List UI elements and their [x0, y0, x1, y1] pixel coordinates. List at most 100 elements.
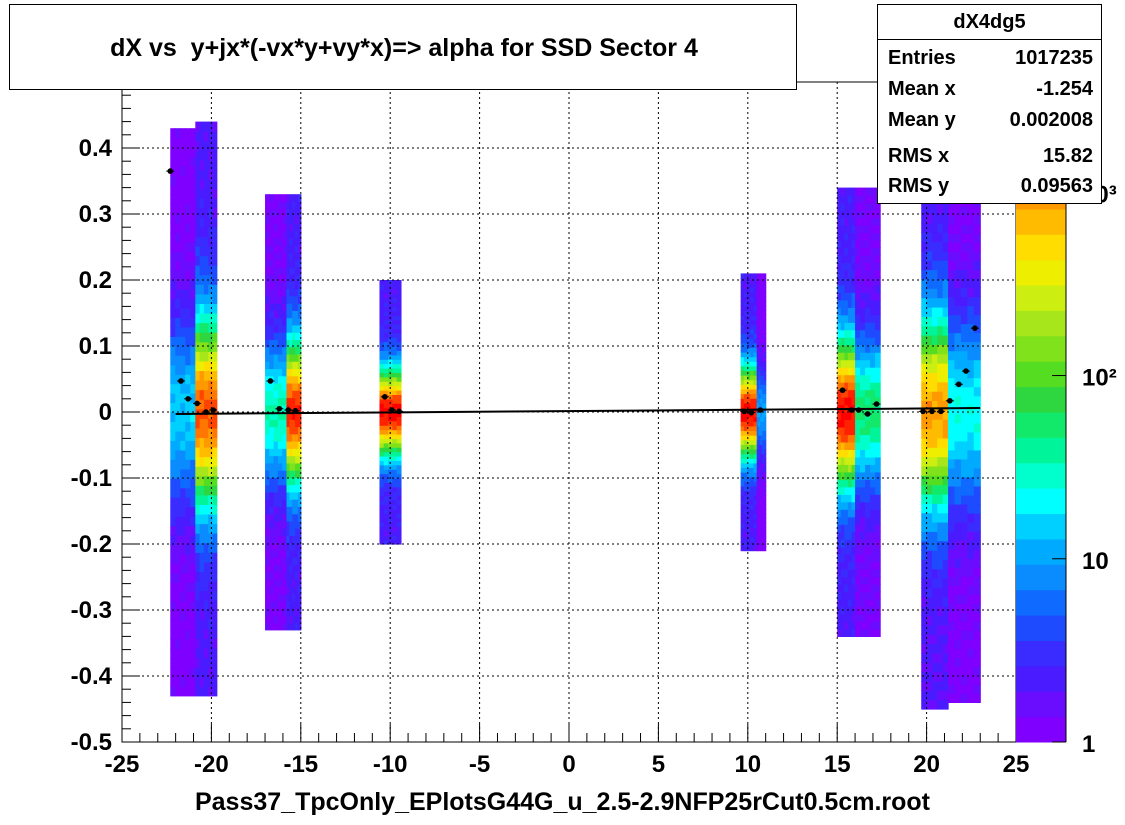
heatmap-cell — [870, 621, 876, 630]
heatmap-cell — [851, 292, 856, 301]
heatmap-cell — [292, 397, 296, 406]
heatmap-cell — [750, 416, 755, 422]
heatmap-cell — [865, 561, 871, 570]
heatmap-cell — [199, 552, 205, 563]
heatmap-cell — [855, 628, 861, 637]
heatmap-cell — [851, 539, 856, 548]
heatmap-cell — [948, 404, 956, 415]
heatmap-cell — [195, 667, 201, 678]
heatmap-cell — [185, 591, 191, 602]
heatmap-cell — [756, 333, 760, 339]
heatmap-cell — [851, 584, 856, 593]
heatmap-cell — [954, 404, 962, 415]
heatmap-cell — [286, 230, 290, 239]
heatmap-cell — [840, 299, 845, 308]
heatmap-cell — [844, 464, 849, 473]
heatmap-cell — [756, 495, 760, 501]
profile-point — [919, 408, 928, 415]
heatmap-cell — [948, 693, 956, 703]
heatmap-cell — [926, 540, 933, 551]
heatmap-cell — [855, 501, 861, 510]
heatmap-cell — [758, 361, 761, 367]
heatmap-cell — [295, 433, 299, 442]
heatmap-cell — [269, 295, 275, 304]
heatmap-cell — [840, 225, 845, 234]
heatmap-cell — [740, 379, 745, 385]
heatmap-cell — [865, 606, 871, 615]
heatmap-cell — [875, 217, 881, 226]
heatmap-cell — [870, 464, 876, 473]
profile-point — [863, 411, 872, 417]
heatmap-cell — [763, 435, 767, 441]
heatmap-cell — [379, 359, 385, 365]
heatmap-cell — [753, 379, 758, 385]
fit-line-segment — [175, 407, 981, 415]
heatmap-cell — [190, 298, 196, 309]
heatmap-cell — [277, 237, 283, 246]
heatmap-cell — [760, 388, 763, 395]
heatmap-cell — [875, 367, 881, 376]
heatmap-cell — [851, 202, 856, 211]
heatmap-cell — [840, 284, 845, 293]
heatmap-cell — [396, 500, 402, 505]
heatmap-cell — [870, 546, 876, 555]
heatmap-cell — [840, 584, 845, 593]
heatmap-cell — [942, 615, 949, 626]
heatmap-cell — [762, 402, 765, 408]
heatmap-cell — [875, 613, 881, 623]
heatmap-cell — [973, 585, 981, 595]
heatmap-cell — [844, 613, 849, 623]
heatmap-cell — [265, 426, 270, 435]
heatmap-cell — [208, 332, 214, 343]
heatmap-cell — [396, 385, 402, 391]
heatmap-cell — [860, 591, 866, 600]
heatmap-cell — [926, 484, 933, 495]
heatmap-cell — [851, 225, 856, 234]
heatmap-cell — [396, 420, 402, 426]
x-tick-label: 0 — [562, 751, 575, 778]
heatmap-cell — [847, 344, 853, 353]
heatmap-cell — [860, 509, 866, 518]
heatmap-cell — [286, 433, 290, 442]
heatmap-cell — [844, 441, 849, 450]
heatmap-cell — [942, 606, 949, 617]
heatmap-cell — [926, 587, 933, 598]
heatmap-cell — [942, 232, 949, 243]
heatmap-cell — [837, 419, 842, 428]
heatmap-cell — [273, 571, 279, 580]
heatmap-cell — [208, 686, 214, 697]
heatmap-cell — [295, 230, 299, 239]
heatmap-cell — [286, 332, 290, 340]
heatmap-cell — [844, 509, 849, 518]
heatmap-cell — [175, 478, 181, 489]
heatmap-cell — [195, 418, 201, 429]
heatmap-cell — [942, 568, 949, 579]
heatmap-cell — [870, 299, 876, 308]
profile-point — [945, 397, 954, 404]
heatmap-cell — [282, 368, 288, 377]
heatmap-cell — [937, 428, 944, 439]
heatmap-cell — [747, 351, 751, 358]
heatmap-cell — [212, 188, 218, 199]
stat-row-rms-y: RMS y 0.09563 — [888, 175, 1093, 205]
heatmap-cell — [960, 549, 968, 559]
heatmap-cell — [392, 341, 398, 347]
heatmap-cell — [762, 481, 765, 487]
heatmap-cell — [199, 255, 205, 266]
heatmap-cell — [851, 314, 856, 323]
heatmap-cell — [960, 693, 968, 703]
heatmap-cell — [837, 247, 842, 256]
heatmap-cell — [926, 297, 933, 308]
heatmap-cell — [396, 381, 402, 387]
heatmap-cell — [289, 266, 293, 275]
heatmap-cell — [265, 499, 270, 507]
heatmap-cell — [753, 287, 758, 293]
heatmap-cell — [870, 367, 876, 376]
heatmap-cell — [870, 217, 876, 226]
heatmap-cell — [180, 156, 186, 167]
heatmap-cell — [760, 328, 763, 335]
heatmap-cell — [760, 402, 763, 408]
heatmap-cell — [870, 352, 876, 361]
heatmap-cell — [292, 324, 296, 333]
heatmap-cell — [383, 491, 389, 497]
